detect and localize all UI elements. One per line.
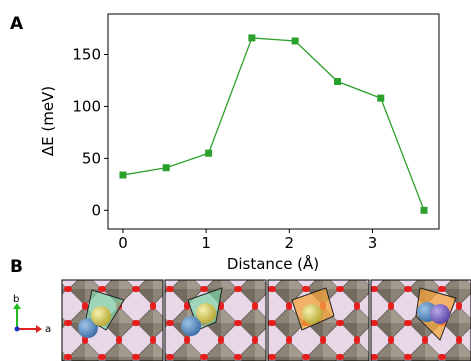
axis-c-dot <box>14 326 20 332</box>
panel-b-label: B <box>10 257 23 277</box>
x-tick-label: 1 <box>201 234 211 252</box>
y-axis-label: ΔE (meV) <box>39 86 57 156</box>
data-point <box>248 34 256 42</box>
line-chart: 0 1 2 3 0 50 100 150 Distance (Å) ΔE (meV) <box>39 13 440 273</box>
y-tick-label: 0 <box>91 201 101 219</box>
axis-b-label: b <box>13 294 19 305</box>
plot-frame <box>107 13 440 230</box>
blue-atom <box>78 318 98 338</box>
yellow-atom <box>196 303 216 323</box>
crystal-axes-indicator: b a <box>13 294 51 335</box>
data-point <box>334 78 342 86</box>
structure-frame-4 <box>370 279 471 361</box>
structure-snapshots <box>61 279 471 361</box>
data-point <box>420 206 428 214</box>
yellow-atom <box>91 306 111 326</box>
data-point <box>291 37 299 45</box>
structure-frame-3 <box>267 279 370 361</box>
panel-a-label: A <box>10 14 24 34</box>
data-point <box>119 171 127 179</box>
axis-a-label: a <box>45 324 51 335</box>
data-point <box>162 164 170 172</box>
yellow-atom <box>302 304 322 324</box>
series-lines <box>122 37 425 211</box>
y-tick-label: 50 <box>82 149 101 167</box>
data-point <box>377 94 385 102</box>
y-axis-ticks: 0 50 100 150 <box>72 46 108 219</box>
series-points <box>119 34 428 214</box>
x-tick-label: 3 <box>368 234 378 252</box>
structure-frame-2 <box>164 279 267 361</box>
x-axis-label: Distance (Å) <box>227 254 319 273</box>
axis-a-arrowhead <box>36 325 42 333</box>
y-tick-label: 100 <box>72 97 101 115</box>
series-line <box>122 37 425 211</box>
axis-b-arrowhead <box>13 303 21 309</box>
data-point <box>205 149 213 157</box>
x-tick-label: 0 <box>118 234 128 252</box>
x-tick-label: 2 <box>285 234 295 252</box>
structure-frame-1 <box>61 279 164 361</box>
blue-atom <box>181 316 201 336</box>
purple-atom <box>430 304 450 324</box>
x-axis-ticks: 0 1 2 3 <box>118 229 377 252</box>
y-tick-label: 150 <box>72 46 101 64</box>
